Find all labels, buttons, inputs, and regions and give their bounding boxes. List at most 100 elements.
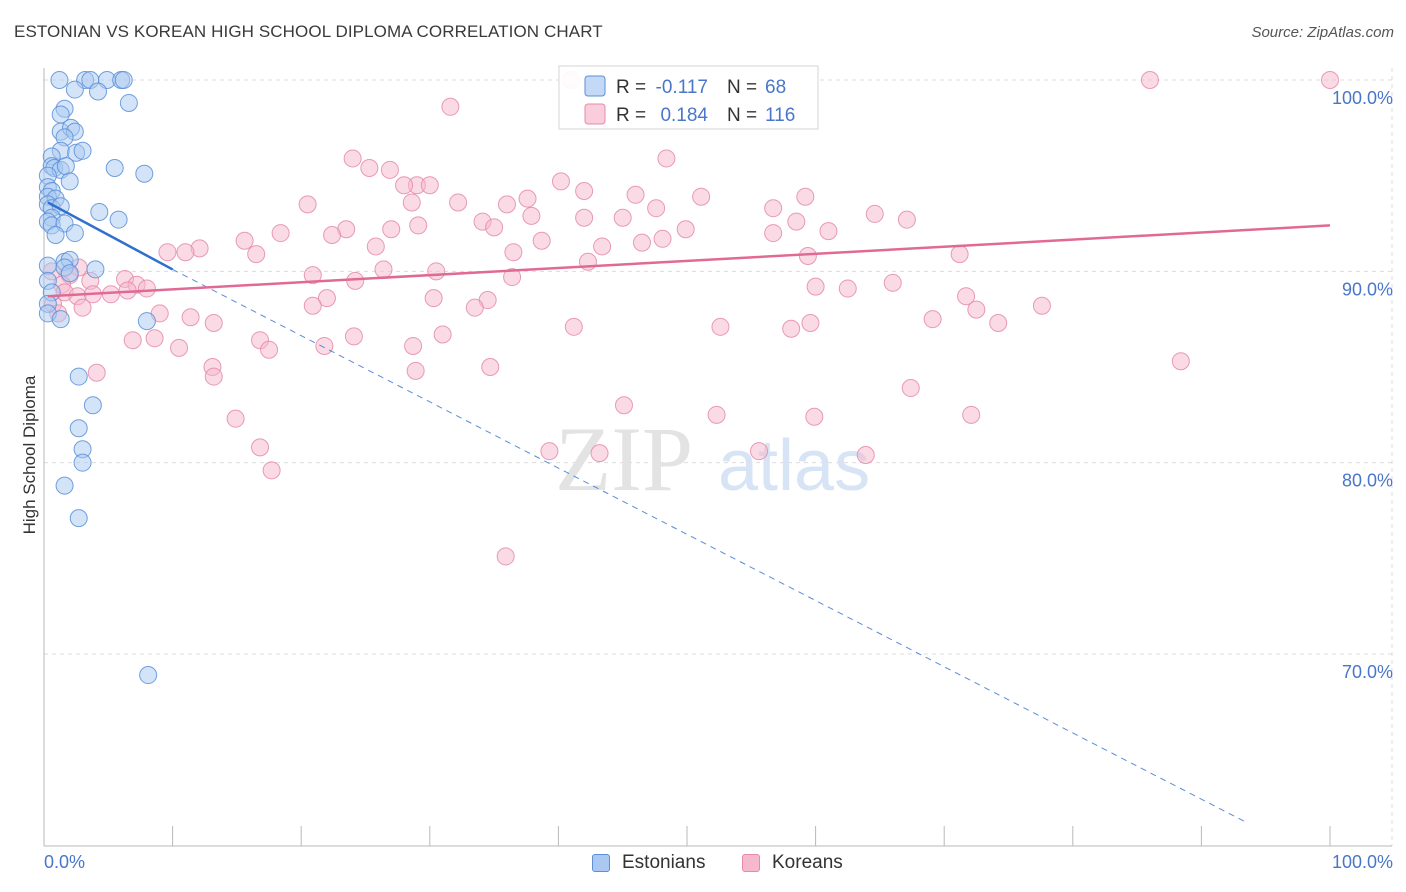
korean-point bbox=[692, 187, 711, 206]
koreans-label: Koreans bbox=[772, 852, 843, 873]
koreans-swatch bbox=[742, 854, 760, 872]
trend-lines bbox=[47, 201, 1331, 823]
estonian-points bbox=[38, 71, 158, 685]
korean-point bbox=[481, 358, 500, 376]
korean-point bbox=[967, 300, 986, 319]
korean-point bbox=[409, 216, 428, 235]
korean-point bbox=[315, 336, 334, 355]
korean-point bbox=[801, 313, 820, 332]
y-tick-label: 100.0% bbox=[1332, 88, 1393, 108]
korean-point bbox=[247, 245, 266, 264]
legend-r-label: R = bbox=[616, 77, 646, 98]
korean-point bbox=[323, 225, 342, 244]
korean-point bbox=[593, 237, 612, 256]
korean-point bbox=[590, 444, 609, 463]
legend-item-estonians: Estonians bbox=[592, 852, 705, 874]
korean-point bbox=[303, 296, 322, 315]
korean-point bbox=[657, 149, 676, 168]
korean-point bbox=[497, 195, 516, 214]
estonians-label: Estonians bbox=[622, 852, 706, 873]
estonian-point bbox=[90, 203, 109, 222]
korean-point bbox=[298, 195, 317, 214]
korean-point bbox=[344, 327, 363, 346]
korean-point bbox=[235, 231, 254, 250]
korean-point bbox=[1321, 71, 1339, 89]
korean-point bbox=[805, 407, 824, 426]
legend-n-label: N = bbox=[727, 105, 757, 126]
estonian-point bbox=[55, 476, 74, 495]
korean-point bbox=[262, 461, 281, 480]
korean-point bbox=[564, 317, 583, 336]
legend-n-label: N = bbox=[727, 77, 757, 98]
estonian-point bbox=[89, 82, 108, 101]
korean-point bbox=[957, 287, 976, 306]
korean-point bbox=[540, 442, 559, 461]
korean-point bbox=[901, 379, 920, 398]
estonian-point bbox=[109, 210, 128, 229]
korean-points bbox=[42, 71, 1339, 566]
korean-point bbox=[897, 210, 916, 229]
korean-point bbox=[424, 289, 443, 308]
korean-point bbox=[303, 266, 322, 285]
estonian-point bbox=[119, 93, 138, 112]
korean-point bbox=[575, 181, 594, 200]
watermark: ZIP atlas bbox=[555, 408, 870, 510]
korean-point bbox=[883, 273, 902, 292]
korean-point bbox=[204, 367, 223, 386]
korean-point bbox=[522, 206, 541, 225]
korean-point bbox=[260, 340, 279, 359]
korean-point bbox=[427, 262, 446, 281]
korean-point bbox=[750, 442, 769, 461]
korean-point bbox=[343, 149, 362, 168]
korean-point bbox=[653, 229, 672, 248]
korean-point bbox=[346, 271, 365, 290]
x-tick-label: 100.0% bbox=[1332, 852, 1393, 872]
korean-point bbox=[798, 247, 817, 266]
korean-point bbox=[176, 243, 195, 262]
watermark-zip: ZIP bbox=[555, 408, 693, 510]
korean-point bbox=[420, 176, 439, 195]
korean-point bbox=[865, 204, 884, 223]
korean-point bbox=[271, 224, 290, 243]
tick-labels: 100.0% 90.0% 80.0% 70.0% 0.0% 100.0% bbox=[44, 88, 1393, 872]
korean-point bbox=[838, 279, 857, 298]
estonian-point bbox=[86, 260, 105, 279]
korean-point bbox=[449, 193, 468, 212]
estonian-point bbox=[139, 666, 158, 685]
estonian-point bbox=[73, 141, 92, 160]
estonian-point bbox=[105, 159, 124, 178]
korean-point bbox=[433, 325, 452, 344]
korean-point bbox=[485, 218, 504, 237]
korean-point bbox=[503, 268, 522, 287]
korean-point bbox=[806, 277, 825, 296]
estonian-point bbox=[69, 509, 88, 528]
korean-point bbox=[380, 160, 399, 179]
bottom-legend: Estonians Koreans bbox=[0, 852, 1406, 878]
korean-point bbox=[496, 547, 515, 566]
y-tick-label: 90.0% bbox=[1342, 279, 1393, 299]
korean-point bbox=[676, 220, 695, 239]
korean-point bbox=[923, 310, 942, 329]
korean-trend-line bbox=[47, 224, 1331, 298]
estonian-point bbox=[51, 310, 70, 329]
korean-point bbox=[711, 317, 730, 336]
watermark-atlas: atlas bbox=[718, 426, 870, 506]
y-tick-label: 70.0% bbox=[1342, 662, 1393, 682]
korean-point bbox=[360, 159, 379, 178]
korean-point bbox=[787, 212, 806, 231]
legend-item-koreans: Koreans bbox=[742, 852, 843, 874]
korean-point bbox=[1140, 71, 1159, 89]
korean-point bbox=[632, 233, 651, 252]
estonian-point bbox=[56, 157, 75, 176]
korean-point bbox=[382, 220, 401, 239]
korean-point bbox=[551, 172, 570, 191]
legend-n-value: 116 bbox=[765, 105, 795, 126]
korean-point bbox=[989, 313, 1008, 332]
estonian-point bbox=[65, 80, 84, 99]
korean-point bbox=[87, 363, 106, 382]
estonian-point bbox=[69, 367, 88, 386]
korean-point bbox=[402, 193, 421, 212]
korean-point bbox=[613, 208, 632, 227]
korean-point bbox=[819, 222, 838, 241]
